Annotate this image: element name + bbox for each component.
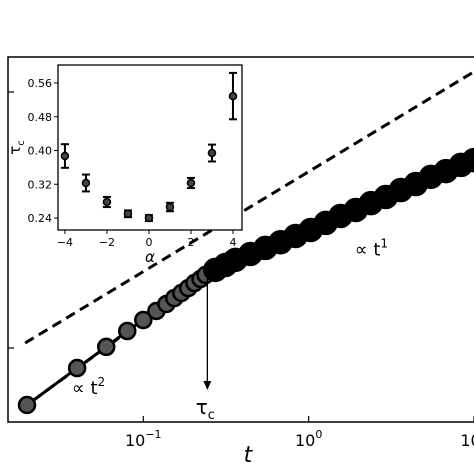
inset-x-tick-label: 0 [145, 236, 152, 249]
inset-point [207, 148, 217, 158]
x-tick-label: 101 [460, 428, 474, 450]
inset-y-tick-label: 0.48 [28, 111, 53, 124]
x-tick-label: 100 [295, 428, 322, 450]
x-tick-exp: −1 [145, 428, 161, 441]
annotation: ∝ t2 [72, 375, 105, 399]
plot-frame [7, 56, 474, 423]
data-point [96, 337, 116, 357]
inset-x-tick-label: 4 [229, 236, 236, 249]
x-tick-base: 10 [125, 431, 145, 450]
annotation-text: ∝ t [355, 239, 381, 260]
annotation-text: ∝ t [72, 378, 98, 399]
inset-point [81, 178, 91, 188]
inset-point [144, 213, 154, 223]
inset-frame [57, 64, 243, 231]
data-point [17, 395, 37, 415]
inset-y-tick-label: 0.40 [28, 145, 53, 158]
x-tick-exp: 0 [315, 428, 322, 441]
inset-point [186, 178, 196, 188]
inset-y-symbol: τ [6, 146, 24, 155]
x-tick-base: 10 [460, 431, 474, 450]
inset-y-label: τc [6, 140, 27, 155]
annotation-exp: 2 [98, 375, 106, 389]
inset-point [228, 91, 238, 101]
inset-x-label: α [145, 248, 155, 266]
annotation-exp: 1 [380, 236, 388, 250]
inset-point [60, 151, 70, 161]
annotation: ∝ t1 [355, 236, 388, 260]
tau-sub: c [208, 408, 215, 423]
data-point [118, 321, 137, 341]
inset-point [165, 202, 175, 212]
x-tick-label: 10−1 [125, 428, 162, 450]
inset-y-tick-label: 0.32 [28, 178, 53, 191]
x-tick-base: 10 [295, 431, 315, 450]
tau-arrow-head [203, 381, 212, 390]
data-point [67, 358, 87, 378]
inset-point [123, 209, 133, 219]
data-point [461, 147, 474, 173]
inset-y-tick-label: 0.56 [28, 77, 53, 90]
inset-y-sub: c [16, 140, 27, 146]
inset-x-tick-label: −4 [57, 236, 73, 249]
inset-y-tick-label: 0.24 [28, 212, 53, 225]
tau-label: τc [196, 395, 215, 423]
inset-point [102, 197, 112, 207]
inset-x-tick-label: 2 [187, 236, 194, 249]
inset-x-tick-label: −2 [99, 236, 115, 249]
data-point [134, 310, 153, 330]
tau-symbol: τ [196, 395, 208, 419]
guide-line [24, 70, 474, 345]
x-axis-label: t [244, 443, 254, 468]
